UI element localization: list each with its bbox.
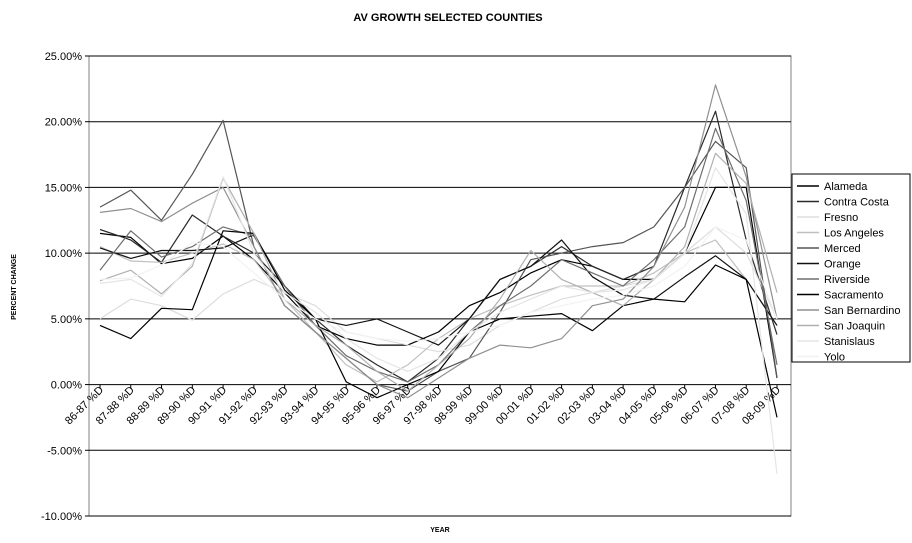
- series-line-sacramento: [99, 230, 778, 418]
- chart-title: AV GROWTH SELECTED COUNTIES: [353, 12, 542, 24]
- legend: Alameda Contra Costa Fresno Los Angeles Merc…: [791, 173, 911, 364]
- legend-label: Orange: [824, 259, 861, 271]
- legend-label: Fresno: [824, 212, 858, 224]
- y-tick-label: 0.00%: [51, 380, 82, 392]
- y-tick-label: 25.00%: [45, 51, 83, 63]
- legend-label: Los Angeles: [824, 228, 884, 240]
- y-axis-title: PERCENT CHANGE: [11, 254, 18, 320]
- series-line-stanislaus: [99, 167, 778, 474]
- legend-label: Sacramento: [824, 290, 883, 302]
- legend-label: San Joaquin: [824, 321, 885, 333]
- y-tick-label: -5.00%: [47, 445, 82, 457]
- legend-box: [791, 173, 911, 363]
- legend-items: Alameda Contra Costa Fresno Los Angeles Merc…: [797, 181, 900, 364]
- y-tick-label: 10.00%: [45, 248, 83, 260]
- legend-label: Stanislaus: [824, 336, 875, 348]
- legend-label: Merced: [824, 243, 861, 255]
- y-axis-ticks: 25.00% 20.00% 15.00% 10.00% 5.00% 0.00% -5.00%…: [41, 51, 89, 523]
- x-axis-title: YEAR: [430, 527, 449, 534]
- legend-label: Yolo: [824, 352, 845, 364]
- legend-label: San Bernardino: [824, 305, 900, 317]
- series-lines: [99, 84, 778, 474]
- series-line-orange: [99, 234, 778, 346]
- y-tick-label: -10.00%: [41, 511, 82, 523]
- gridlines: [89, 55, 791, 517]
- series-line-yolo: [99, 226, 778, 342]
- legend-label: Contra Costa: [824, 197, 890, 209]
- y-tick-label: 20.00%: [45, 117, 83, 129]
- y-tick-label: 15.00%: [45, 182, 83, 194]
- series-line-san-bernardino: [99, 84, 778, 399]
- legend-label: Alameda: [824, 181, 868, 193]
- legend-label: Riverside: [824, 274, 870, 286]
- y-tick-label: 5.00%: [51, 314, 82, 326]
- plot-area: [88, 55, 792, 517]
